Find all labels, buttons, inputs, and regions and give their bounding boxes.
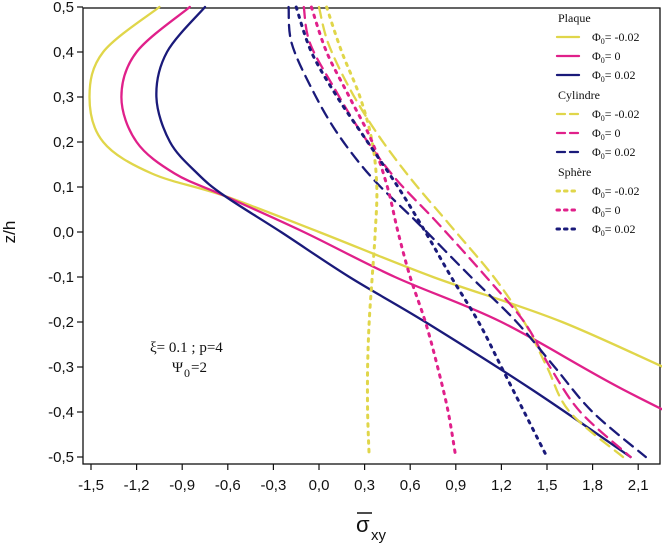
series-line-sphère-2 [294,5,549,459]
x-axis-label: σ xy [356,512,387,544]
annotation-psi-value: =2 [191,360,207,376]
x-tick-label: 2,1 [628,477,649,494]
x-tick-label: -0,3 [260,477,286,494]
x-tick-label: -1,5 [78,477,104,494]
y-tick-label: 0,2 [53,134,74,151]
series-line-sphère-1 [309,5,458,459]
annotation-psi-subscript: 0 [184,366,190,380]
x-tick-label: 1,8 [582,477,603,494]
series-line-cylindre-1 [302,5,632,459]
legend-label: Φ0= 0.02 [592,222,636,238]
legend-group-title: Cylindre [558,88,600,102]
series-line-plaque-2 [155,5,632,459]
legend-group-title: Sphère [558,165,591,179]
x-tick-label: 0,9 [445,477,466,494]
legend-label: Φ0= 0.02 [592,145,636,161]
series-line-cylindre-0 [317,5,625,459]
x-tick-label: 1,5 [537,477,558,494]
x-axis-label-subscript: xy [371,527,387,544]
y-tick-label: 0,4 [53,44,74,61]
y-tick-label: -0,5 [48,449,74,466]
x-tick-label: -1,2 [124,477,150,494]
curves [88,5,662,459]
legend-label: Φ0= -0.02 [592,107,640,123]
series-line-plaque-1 [120,5,662,411]
legend-label: Φ0= 0 [592,203,621,219]
legend-label: Φ0= 0 [592,126,621,142]
legend-group-title: Plaque [558,11,591,25]
x-tick-label: 1,2 [491,477,512,494]
x-tick-label: 0,3 [354,477,375,494]
x-tick-label: -0,6 [215,477,241,494]
x-tick-label: -0,9 [169,477,195,494]
y-axis-ticks: 0,5 0,4 0,3 0,2 0,1 0,0 -0,1 -0,2 -0,3 -0,4 -0,5 [48,0,83,466]
parameter-annotation: ξ= 0.1 ; p=4 Ψ 0 =2 [150,340,223,380]
y-tick-label: 0,0 [53,224,74,241]
y-tick-label: -0,2 [48,314,74,331]
y-tick-label: 0,1 [53,179,74,196]
y-tick-label: 0,3 [53,89,74,106]
annotation-line-1: ξ= 0.1 ; p=4 [150,340,223,356]
x-tick-label: 0,6 [400,477,421,494]
series-line-cylindre-2 [287,5,647,459]
annotation-psi-symbol: Ψ [172,360,184,376]
y-axis-label: z/h [0,221,19,244]
legend-label: Φ0= -0.02 [592,184,640,200]
legend-label: Φ0= 0 [592,49,621,65]
x-axis-label-symbol: σ [356,512,370,537]
plot-frame [82,7,661,465]
y-tick-label: -0,4 [48,404,74,421]
x-axis-ticks: -1,5 -1,2 -0,9 -0,6 -0,3 0,0 0,3 0,6 0,9 1,2 1,5 1,… [78,464,649,494]
legend-label: Φ0= -0.02 [592,30,640,46]
y-tick-label: -0,1 [48,269,74,286]
series-line-sphère-0 [325,5,379,459]
y-tick-label: 0,5 [53,0,74,16]
legend-label: Φ0= 0.02 [592,68,636,84]
series-line-plaque-0 [88,5,662,368]
y-tick-label: -0,3 [48,359,74,376]
x-tick-label: 0,0 [309,477,330,494]
